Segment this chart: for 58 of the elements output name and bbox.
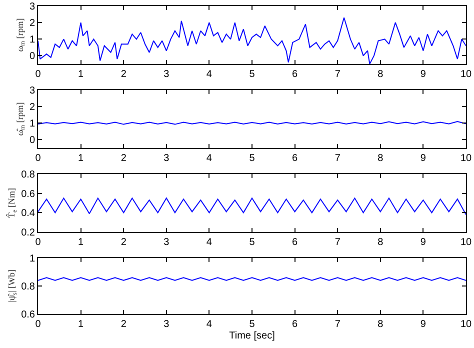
x-tick-label: 6 bbox=[292, 153, 298, 164]
x-tick-label: 3 bbox=[164, 153, 170, 164]
x-tick-label: 6 bbox=[292, 237, 298, 248]
x-tick-label: 5 bbox=[249, 237, 256, 248]
y-tick-label: 0.8 bbox=[21, 170, 36, 180]
y-tick-label: 0.2 bbox=[21, 228, 36, 238]
x-tick-label: 3 bbox=[164, 237, 170, 248]
x-tick-label: 1 bbox=[78, 69, 84, 80]
x-tick-label: 5 bbox=[249, 319, 256, 330]
x-tick-label: 10 bbox=[460, 237, 472, 248]
line-series bbox=[38, 198, 466, 216]
x-tick-label: 4 bbox=[206, 237, 212, 248]
line-series bbox=[38, 17, 466, 64]
y-tick-label: 0.4 bbox=[21, 208, 36, 220]
x-tick-label: 1 bbox=[78, 153, 84, 164]
y-tick-label: 0.6 bbox=[21, 310, 36, 320]
y-tick-label: 2 bbox=[29, 18, 36, 30]
x-tick-label: 4 bbox=[206, 69, 212, 80]
x-tick-label: 8 bbox=[378, 319, 384, 330]
x-tick-label: 1 bbox=[78, 237, 84, 248]
x-tick-label: 9 bbox=[420, 237, 426, 248]
y-tick-label: 1 bbox=[29, 34, 36, 46]
x-tick-label: 7 bbox=[334, 153, 341, 164]
x-tick-label: 6 bbox=[292, 319, 298, 330]
x-tick-label: 8 bbox=[378, 153, 384, 164]
x-tick-label: 7 bbox=[334, 69, 341, 80]
y-tick-label: 0 bbox=[29, 51, 36, 62]
x-tick-label: 2 bbox=[120, 69, 127, 80]
x-tick-label: 2 bbox=[120, 319, 127, 330]
x-tick-label: 3 bbox=[164, 319, 170, 330]
x-tick-label: 4 bbox=[206, 153, 212, 164]
x-tick-label: 2 bbox=[120, 237, 127, 248]
x-tick-label: 3 bbox=[164, 69, 170, 80]
y-tick-label: 3 bbox=[29, 86, 36, 96]
y-tick-label: 1 bbox=[29, 118, 36, 130]
x-tick-label: 6 bbox=[292, 69, 298, 80]
x-tick-label: 10 bbox=[460, 69, 472, 80]
y-tick-label: 2 bbox=[29, 102, 36, 114]
y-tick-label: 0 bbox=[29, 135, 36, 146]
y-tick-label: 1 bbox=[29, 254, 36, 264]
x-tick-label: 9 bbox=[420, 319, 426, 330]
y-tick-label: 0.8 bbox=[21, 282, 36, 292]
x-tick-label: 8 bbox=[378, 69, 384, 80]
x-tick-label: 2 bbox=[120, 153, 127, 164]
x-tick-label: 5 bbox=[249, 69, 256, 80]
y-tick-label: 3 bbox=[29, 2, 36, 12]
x-tick-label: 10 bbox=[460, 153, 472, 164]
x-tick-label: 7 bbox=[334, 237, 341, 248]
x-axis-title: Time [sec] bbox=[229, 330, 276, 342]
x-tick-label: 9 bbox=[420, 153, 426, 164]
x-tick-label: 9 bbox=[420, 69, 426, 80]
x-tick-label: 7 bbox=[334, 319, 341, 330]
y-tick-label: 0.6 bbox=[21, 188, 36, 200]
x-tick-label: 8 bbox=[378, 237, 384, 248]
x-tick-label: 1 bbox=[78, 319, 84, 330]
x-tick-label: 10 bbox=[460, 319, 472, 330]
x-tick-label: 4 bbox=[206, 319, 212, 330]
x-tick-label: 5 bbox=[249, 153, 256, 164]
